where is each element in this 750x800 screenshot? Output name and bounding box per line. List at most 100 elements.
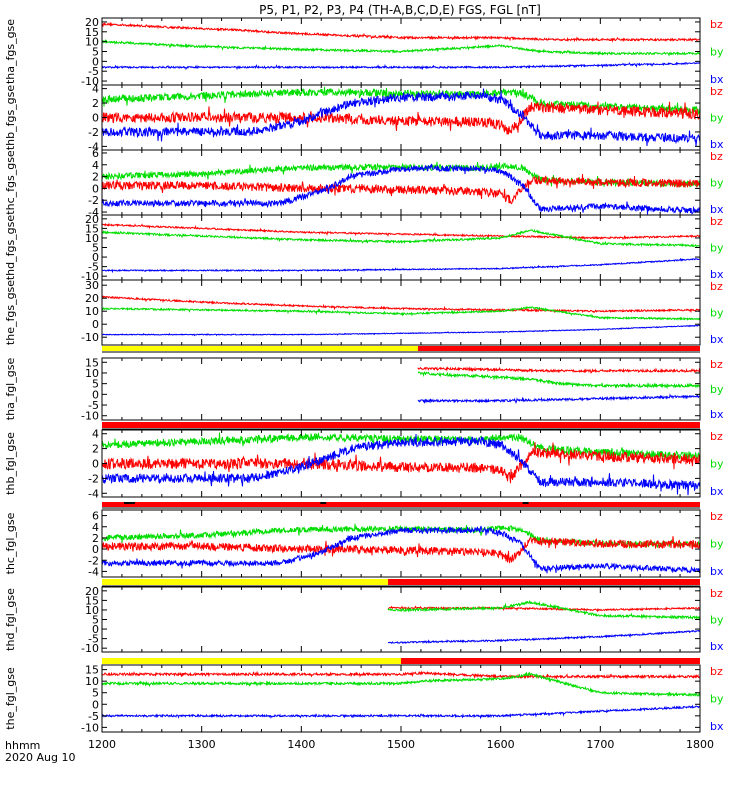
series-line-by [387,599,700,621]
legend-by: by [710,112,724,125]
y-tick-label: 2 [92,171,99,184]
y-tick-label: 10 [85,232,99,245]
y-tick-label: 5 [92,614,99,627]
time-axis: 1200 1300 1400 1500 1600 1700 1800 [88,738,714,751]
y-tick-label: 15 [85,664,99,677]
legend-by: by [710,538,724,551]
status-bar [102,346,700,353]
series-line-bx [387,629,700,645]
series-line-bx [102,257,700,274]
x-axis-label: hhmm [5,739,40,752]
status-segment-red [417,346,700,351]
status-bar [102,502,700,509]
series-line-by [102,39,700,57]
legend-bz: bz [710,510,723,523]
y-axis-label: tha_fgs_gse [4,19,17,84]
series-line-by [102,86,700,116]
legend-by: by [710,177,724,190]
y-tick-label: -2 [88,472,99,485]
series-line-bz [102,295,700,314]
y-tick-label: 10 [85,305,99,318]
status-segment-red [401,658,700,664]
legend-by: by [710,693,724,706]
y-tick-label: -4 [88,206,99,219]
status-mark [123,502,130,504]
y-axis-label: thc_fgs_gse [4,150,17,215]
y-tick-label: 5 [92,687,99,700]
y-tick-label: 0 [92,698,99,711]
y-tick-label: 0 [92,543,99,556]
legend-bz: bz [710,430,723,443]
y-axis-label: the_fgs_gse [4,280,17,345]
status-bar [102,579,700,587]
series-line-by [102,228,700,248]
legend-bx: bx [710,485,724,498]
series-line-bz [102,442,700,484]
y-tick-label: 4 [92,521,99,534]
status-bars [102,346,700,666]
status-mark [320,502,327,504]
status-segment-yellow [102,579,389,585]
legend-bx: bx [710,203,724,216]
y-tick-label: -5 [88,399,99,412]
series-line-bx [102,324,700,337]
y-tick-label: 15 [85,26,99,39]
legend-bz: bz [710,150,723,163]
y-tick-label: -10 [81,410,99,423]
y-tick-label: -10 [81,270,99,283]
panel-frame [101,357,701,421]
series-line-by [417,371,700,390]
legend-by: by [710,458,724,471]
y-tick-label: -10 [81,642,99,655]
y-tick-label: 15 [85,594,99,607]
y-tick-label: 5 [92,46,99,59]
x-tick-label: 1400 [287,738,315,751]
legend-by: by [710,46,724,59]
y-axis-label: thb_fgs_gse [4,85,17,151]
y-tick-label: 6 [92,510,99,523]
x-tick-label: 1700 [586,738,614,751]
y-tick-label: 2 [92,97,99,110]
legend-bx: bx [710,73,724,86]
series-line-bx [102,433,700,496]
legend-bx: bx [710,408,724,421]
y-axis-label: tha_fgl_gse [4,358,17,421]
series-line-bz [102,536,700,564]
y-tick-label: 2 [92,532,99,545]
y-tick-label: 0 [92,458,99,471]
legend-bx: bx [710,565,724,578]
y-tick-label: 0 [92,318,99,331]
y-tick-label: 15 [85,356,99,369]
y-tick-label: 2 [92,443,99,456]
series-line-by [102,432,700,461]
x-tick-label: 1200 [88,738,116,751]
y-tick-label: 0 [92,388,99,401]
y-tick-label: 15 [85,222,99,235]
x-tick-label: 1600 [487,738,515,751]
y-tick-label: 0 [92,182,99,195]
series-line-bx [102,88,700,147]
x-tick-label: 1500 [387,738,415,751]
y-tick-label: -2 [88,194,99,207]
chart-title: P5, P1, P2, P3, P4 (TH-A,B,C,D,E) FGS, F… [259,3,541,17]
status-segment-red [102,422,700,428]
y-axis-label: thd_fgs_gse [4,215,17,281]
y-tick-label: 6 [92,147,99,160]
series-line-bx [102,704,700,720]
series-line-bx [102,163,700,215]
status-segment-red [388,579,700,585]
y-tick-label: 20 [85,16,99,29]
status-bar [102,422,700,430]
y-axis-label: the_fgl_gse [4,667,17,730]
legend-bz: bz [710,587,723,600]
y-tick-label: 10 [85,675,99,688]
y-tick-label: -5 [88,261,99,274]
y-axis-label: thb_fgl_gse [4,432,17,495]
y-tick-label: -10 [81,331,99,344]
